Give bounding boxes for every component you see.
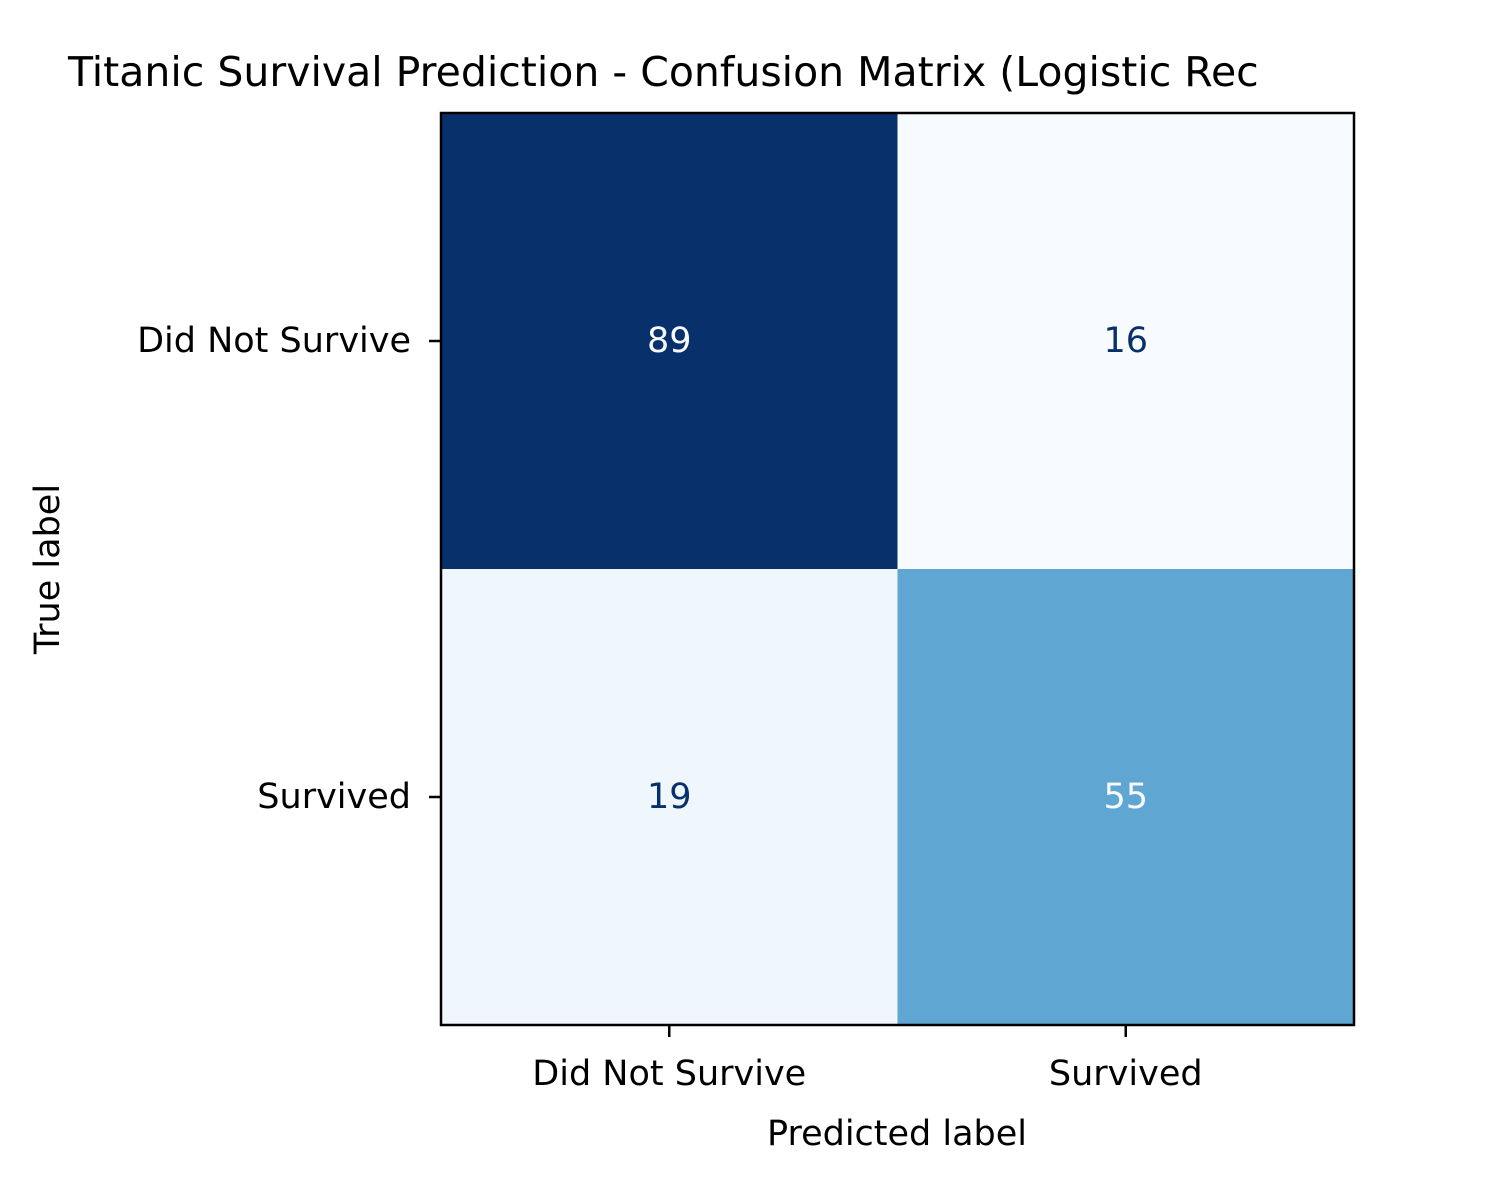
- heatmap-cell: [441, 113, 898, 570]
- cell-value-label: 55: [1103, 777, 1148, 817]
- heatmap-cell: [441, 569, 898, 1026]
- cell-value-label: 16: [1103, 321, 1148, 361]
- heatmap-cells: [441, 113, 1355, 1026]
- cell-value-label: 19: [647, 777, 692, 817]
- x-axis-label: Predicted label: [767, 1114, 1027, 1154]
- cell-value-label: 89: [647, 321, 692, 361]
- y-tick-label: Survived: [257, 777, 411, 817]
- y-tick-label: Did Not Survive: [137, 321, 411, 361]
- y-axis-label: True label: [28, 484, 68, 655]
- x-axis-ticks: Did Not Survive Survived: [532, 1025, 1203, 1094]
- heatmap-cell: [897, 113, 1355, 570]
- x-tick-label: Did Not Survive: [532, 1054, 806, 1094]
- plot-frame: [439, 111, 1356, 1027]
- chart-title: Titanic Survival Prediction - Confusion …: [67, 48, 1259, 96]
- x-tick-label: Survived: [1049, 1054, 1203, 1094]
- cell-values: 89 16 19 55: [647, 321, 1148, 817]
- y-axis-ticks: Did Not Survive Survived: [137, 321, 441, 817]
- heatmap-cell: [897, 569, 1355, 1026]
